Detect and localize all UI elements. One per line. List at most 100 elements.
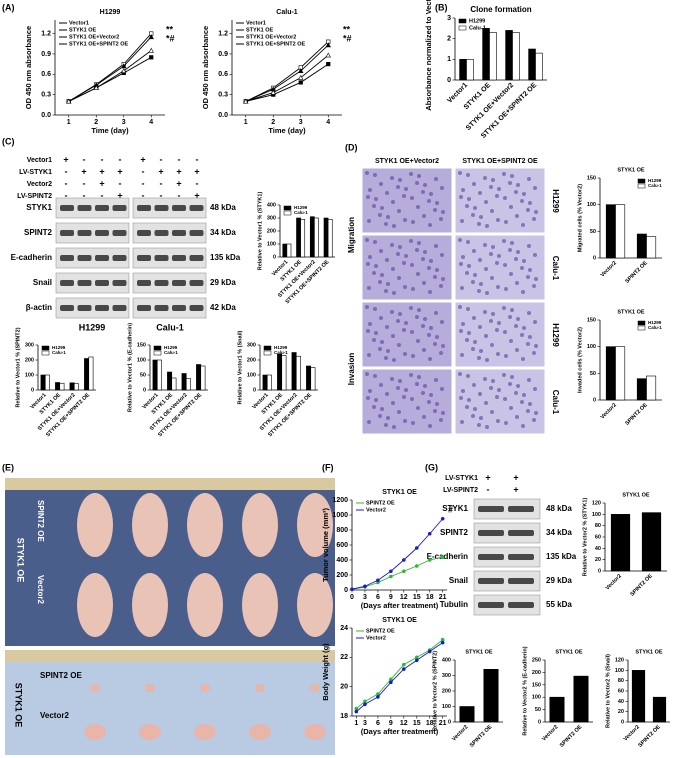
y-axis-label: Relative to Vector1 % (STYK1) [257,192,263,271]
y-tick-label: 0 [598,568,601,574]
series-line [245,41,329,102]
bar [641,512,662,572]
sign: + [99,166,104,176]
cell [509,339,513,343]
y-tick-label: 100 [587,344,596,350]
cell [365,238,369,242]
band [77,255,92,261]
cell [441,411,445,415]
y-axis-label: Relative to Vector2 % (Snail) [605,654,611,728]
band [172,230,186,236]
cell [397,410,401,414]
cell [434,378,438,382]
cell [466,374,470,378]
cell [471,280,475,284]
cell [528,268,532,272]
cell [534,210,538,214]
group-label: Vector2 [36,575,45,604]
cell [365,372,369,376]
cell [465,405,469,409]
sign: - [196,178,199,188]
sign: - [178,190,181,200]
panel-label: (B) [435,2,448,12]
cell [473,340,477,344]
cell [391,334,395,338]
size-label: 48 kDa [546,504,572,513]
band [137,255,151,261]
cell [368,188,372,192]
cell [489,185,493,189]
cell [528,335,532,339]
cell [526,342,530,346]
y-tick-label: 200 [442,688,451,694]
blot-strip [473,594,541,616]
cell [458,238,462,242]
cell [390,310,394,314]
cell [522,259,526,263]
blot-strip [55,222,130,244]
sign: + [176,178,181,188]
cell [520,266,524,270]
series-line [68,50,152,102]
cell [516,317,520,321]
cell [379,383,383,387]
cell [440,253,444,257]
chart-title: STYK1 OE [382,489,417,496]
y-tick-label: 800 [336,527,348,534]
y-tick-label: 0.0 [218,112,228,119]
cell [495,395,499,399]
y-axis-label: OD 450 nm absorbance [24,26,33,109]
point [93,85,99,90]
y-tick-label: 0 [538,719,541,725]
panel-label: (A) [2,2,15,12]
y-tick-label: 100 [592,512,601,518]
cell [368,255,372,259]
cell [515,348,519,352]
cell [366,262,370,266]
cell [521,357,525,361]
legend-label: Vector1 [246,20,266,26]
bar [631,670,646,723]
size-label: 135 kDa [210,253,241,262]
x-tick-label: 12 [400,594,408,601]
protein-label: SPINT2 [440,528,469,537]
y-tick-label: 200 [25,357,34,363]
sign: - [101,190,104,200]
y-tick-label: 300 [247,342,256,348]
bar [296,217,301,258]
condition-label: LV-SPINT2 [443,487,478,494]
cell [516,250,520,254]
legend-label: Calu-1 [648,325,662,330]
cell [397,276,401,280]
cell [374,331,378,335]
cell [467,331,471,335]
tumor [139,724,161,740]
x-tick-label: 0 [350,594,354,601]
legend-label: Vector2 [366,507,386,513]
cell [417,241,421,245]
cell [504,421,508,425]
cell [378,213,382,217]
legend-swatch [153,350,162,356]
series-line [356,642,443,712]
protein-label: STYK1 [26,203,52,212]
band [77,205,92,211]
y-tick-label: 150 [532,682,541,688]
cell [439,351,443,355]
cell [508,382,512,386]
cell [374,264,378,268]
point [427,531,432,536]
x-tick-label: Vector2 [541,724,559,742]
chart-title: Clone formation [470,5,531,14]
band [172,305,186,311]
x-tick-label: 15 [413,720,421,727]
cell [403,218,407,222]
x-tick-label: 6 [376,720,380,727]
y-tick-label: 3 [447,15,451,22]
point [148,34,154,40]
y-axis-label: Relative to Vector2 % (E-cadherin) [522,646,528,735]
band [77,280,92,286]
cell [459,262,463,266]
protein-label: Snail [33,278,52,287]
band [478,578,504,584]
